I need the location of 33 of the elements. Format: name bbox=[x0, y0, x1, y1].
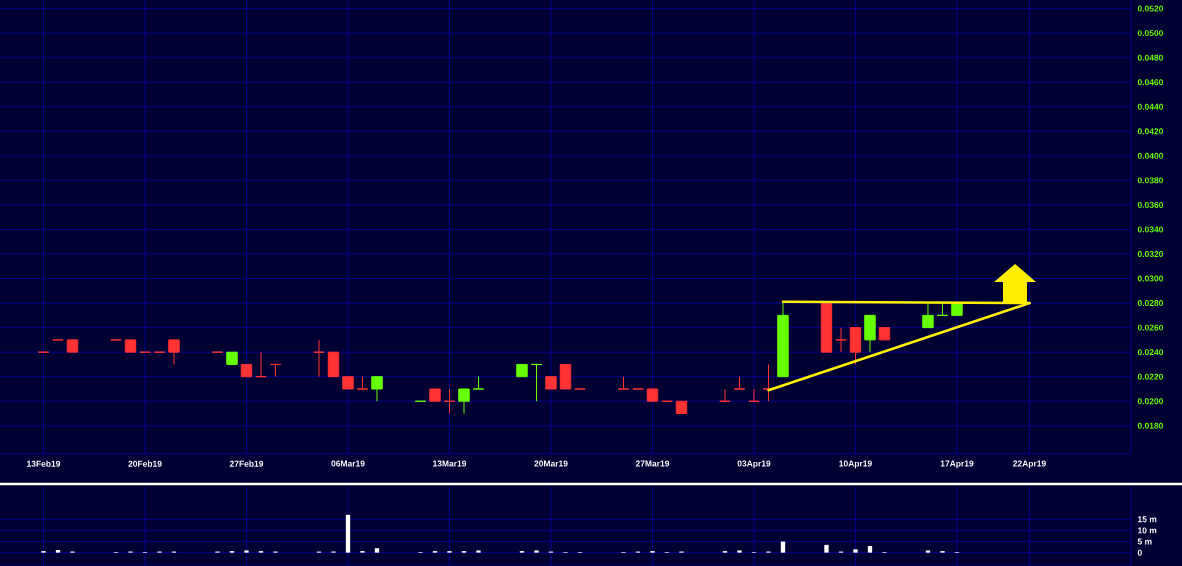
x-tick-label: 03Apr19 bbox=[737, 460, 771, 469]
x-tick-label: 06Mar19 bbox=[331, 460, 365, 467]
x-tick-label: 20Mar19 bbox=[534, 460, 568, 467]
y-tick-label: 0.0480 bbox=[1137, 54, 1164, 61]
y-tick-label: 0.0440 bbox=[1137, 103, 1164, 110]
y-tick-label: 0.0280 bbox=[1137, 300, 1164, 307]
x-tick-label: 13Mar19 bbox=[433, 460, 467, 467]
y-tick-label: 15 m bbox=[1138, 516, 1157, 523]
y-tick-label: 0.0260 bbox=[1137, 324, 1164, 331]
y-tick-label: 0.0360 bbox=[1137, 201, 1164, 208]
x-tick-label: 20Feb19 bbox=[128, 460, 162, 467]
y-tick-label: 0.0400 bbox=[1137, 152, 1164, 159]
y-tick-label: 0.0460 bbox=[1137, 79, 1164, 86]
x-tick-label: 22Apr19 bbox=[1013, 460, 1046, 469]
y-tick-label: 0.0240 bbox=[1137, 349, 1164, 356]
x-tick-label: 27Feb19 bbox=[229, 460, 264, 467]
y-tick-label: 0.0340 bbox=[1137, 226, 1164, 233]
x-tick-label: 13Feb19 bbox=[27, 460, 61, 467]
y-tick-label: 10 m bbox=[1138, 527, 1157, 534]
y-tick-label: 5 m bbox=[1137, 538, 1152, 545]
x-tick-label: 10Apr19 bbox=[839, 460, 872, 469]
y-tick-label: 0.0520 bbox=[1137, 5, 1164, 12]
y-tick-label: 0 bbox=[1137, 549, 1142, 556]
y-tick-label: 0.0320 bbox=[1137, 251, 1164, 257]
y-tick-label: 0.0180 bbox=[1137, 422, 1164, 429]
x-tick-label: 27Mar19 bbox=[635, 460, 670, 467]
y-tick-label: 0.0420 bbox=[1137, 128, 1164, 135]
y-tick-label: 0.0380 bbox=[1137, 177, 1164, 184]
y-tick-label: 0.0300 bbox=[1137, 275, 1164, 282]
x-tick-label: 17Apr19 bbox=[940, 460, 974, 469]
y-tick-label: 0.0500 bbox=[1137, 30, 1164, 37]
y-tick-label: 0.0220 bbox=[1137, 373, 1164, 380]
y-tick-label: 0.0200 bbox=[1137, 398, 1164, 405]
